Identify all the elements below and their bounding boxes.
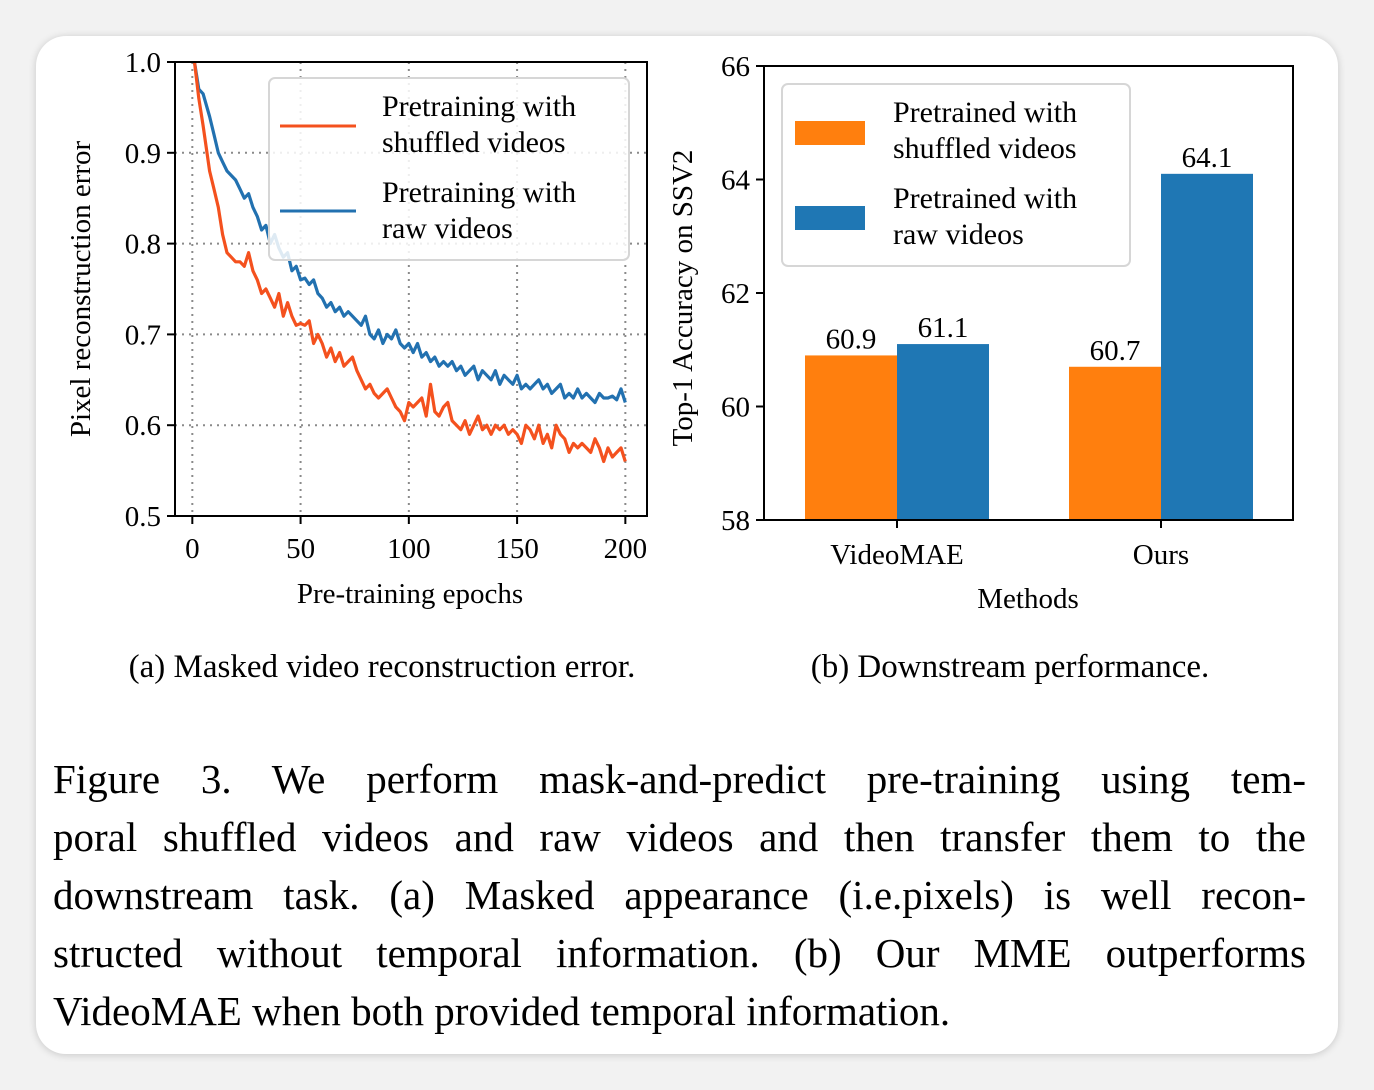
- series-line-shuffled: [192, 62, 627, 464]
- x-tick-label: 200: [604, 533, 648, 565]
- subcaption-b: (b) Downstream performance.: [811, 649, 1210, 685]
- legend-b-shuffled-line1: Pretrained with: [893, 96, 1077, 129]
- caption-line: Figure 3. We perform mask-and-predict pr…: [53, 756, 1306, 802]
- caption-line: poral shuffled videos and raw videos and…: [53, 814, 1306, 860]
- bar: [805, 355, 897, 520]
- bar: [1069, 366, 1161, 520]
- bar: [1161, 173, 1253, 520]
- y-tick-label: 0.9: [125, 138, 161, 170]
- chart-b-legend: Pretrained with shuffled videos Pretrain…: [781, 83, 1131, 267]
- legend-a-raw-line2: raw videos: [382, 212, 513, 245]
- legend-b-shuffled-line2: shuffled videos: [893, 132, 1077, 165]
- caption-line: VideoMAE when both provided temporal inf…: [53, 988, 951, 1034]
- x-tick-label: VideoMAE: [830, 539, 964, 571]
- x-tick-label: 150: [495, 533, 539, 565]
- legend-a-shuffled-line2: shuffled videos: [382, 126, 566, 159]
- y-tick-label: 1.0: [125, 47, 161, 79]
- bar-value-label: 64.1: [1182, 142, 1233, 174]
- chart-a-ylabel: Pixel reconstruction error: [65, 140, 97, 437]
- chart-b-xlabel: Methods: [977, 583, 1079, 615]
- legend-b-raw-line1: Pretrained with: [893, 182, 1077, 215]
- x-tick-label: 50: [286, 533, 315, 565]
- chart-a-xlabel: Pre-training epochs: [297, 578, 523, 610]
- legend-a-shuffled-line1: Pretraining with: [382, 90, 576, 123]
- chart-a-frame: [174, 61, 648, 517]
- bar-value-label: 60.7: [1090, 335, 1141, 367]
- y-tick-label: 66: [721, 51, 750, 83]
- chart-b-ylabel: Top-1 Accuracy on SSV2: [667, 150, 699, 447]
- x-tick-label: Ours: [1133, 539, 1189, 571]
- legend-swatch-raw-bar: [795, 206, 865, 230]
- figure-charts: 0 50 100 150 200 0.5 0.6 0.7 0.8 0.9 1.0 Pretraini…: [65, 47, 1294, 685]
- y-tick-label: 0.5: [125, 501, 161, 533]
- bar-value-label: 60.9: [826, 323, 877, 355]
- y-tick-label: 58: [721, 505, 750, 537]
- y-tick-label: 64: [721, 165, 751, 197]
- chart-a-reconstruction-error: 0 50 100 150 200 0.5 0.6 0.7 0.8 0.9 1.0 Pretraini…: [65, 47, 648, 685]
- x-tick-label: 0: [185, 533, 200, 565]
- y-tick-label: 0.6: [125, 410, 161, 442]
- y-tick-label: 0.8: [125, 229, 161, 261]
- chart-a-legend: Pretraining with shuffled videos Pretrai…: [268, 77, 630, 261]
- figure-caption: Figure 3. We perform mask-and-predict pr…: [53, 750, 1306, 1040]
- caption-line: structed without temporal information. (…: [53, 930, 1306, 976]
- y-tick-label: 60: [721, 392, 750, 424]
- bar-value-label: 61.1: [918, 312, 969, 344]
- legend-swatch-shuffled-bar: [795, 121, 865, 145]
- legend-b-raw-line2: raw videos: [893, 218, 1024, 251]
- y-tick-label: 62: [721, 278, 750, 310]
- caption-line: downstream task. (a) Masked appearance (…: [53, 872, 1306, 918]
- legend-a-raw-line1: Pretraining with: [382, 176, 576, 209]
- y-tick-label: 0.7: [125, 319, 161, 351]
- x-tick-label: 100: [387, 533, 431, 565]
- subcaption-a: (a) Masked video reconstruction error.: [129, 649, 636, 685]
- bar: [897, 344, 989, 520]
